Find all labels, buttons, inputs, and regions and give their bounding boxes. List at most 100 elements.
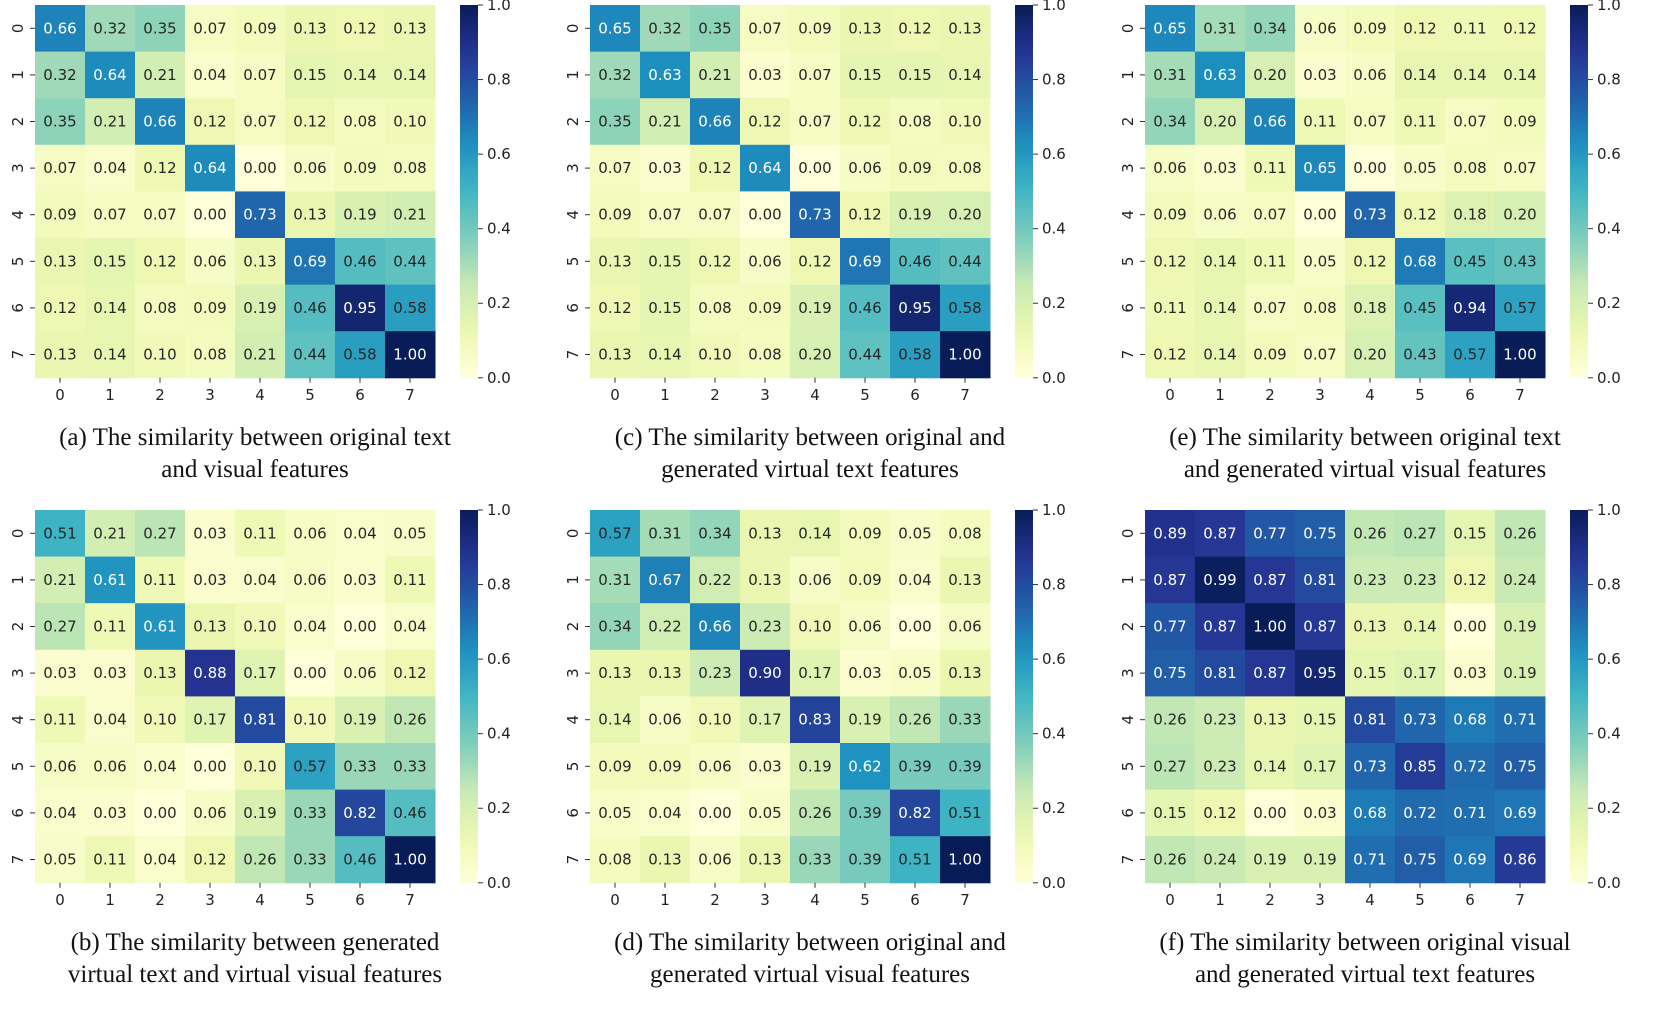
colorbar-tick-a-0: 1.0 (487, 0, 511, 14)
cell-label-f-0-3: 0.75 (1303, 524, 1336, 542)
cell-a-5-6 (335, 238, 386, 286)
y-tick-f-0: 0 (1119, 529, 1137, 539)
y-tick-a-5: 5 (9, 257, 27, 267)
cell-b-6-1 (85, 789, 136, 837)
y-tick-b-2: 2 (9, 622, 27, 632)
x-tick-f-7: 7 (1515, 891, 1525, 909)
cell-label-c-4-6: 0.19 (898, 206, 931, 224)
cell-c-0-4 (790, 5, 841, 53)
cell-label-c-4-2: 0.07 (698, 206, 731, 224)
cell-label-d-5-3: 0.03 (748, 757, 781, 775)
cell-label-c-5-2: 0.12 (698, 252, 731, 270)
cell-label-a-6-0: 0.12 (43, 299, 76, 317)
x-tick-e-6: 6 (1465, 386, 1475, 404)
y-tick-a-7: 7 (9, 350, 27, 360)
cell-b-7-0 (35, 836, 86, 884)
cell-label-e-0-6: 0.11 (1453, 19, 1486, 37)
cell-label-a-7-7: 1.00 (393, 346, 426, 364)
cell-d-4-5 (840, 696, 891, 744)
cell-a-7-7 (385, 331, 436, 379)
cell-b-0-0 (35, 510, 86, 558)
cell-label-b-6-4: 0.19 (243, 804, 276, 822)
cell-a-4-1 (85, 191, 136, 239)
cell-b-4-1 (85, 696, 136, 744)
cell-label-c-7-3: 0.08 (748, 346, 781, 364)
colorbar-tick-b-4: 0.2 (487, 799, 511, 817)
cell-c-1-7 (940, 51, 991, 99)
cell-label-f-5-7: 0.75 (1503, 757, 1536, 775)
x-tick-c-2: 2 (710, 386, 720, 404)
cell-label-e-2-3: 0.11 (1303, 113, 1336, 131)
cell-label-e-4-5: 0.12 (1403, 206, 1436, 224)
cell-f-1-4 (1345, 556, 1396, 604)
cell-label-f-0-6: 0.15 (1453, 524, 1486, 542)
colorbar-d (1015, 510, 1033, 883)
y-tick-d-5: 5 (564, 762, 582, 772)
cell-c-2-1 (640, 98, 691, 146)
cell-d-4-6 (890, 696, 941, 744)
cell-b-1-2 (135, 556, 186, 604)
cell-d-7-1 (640, 836, 691, 884)
cell-f-3-5 (1395, 649, 1446, 697)
cell-d-3-2 (690, 649, 741, 697)
cell-label-a-0-4: 0.09 (243, 19, 276, 37)
cell-c-7-1 (640, 331, 691, 379)
cell-label-a-7-4: 0.21 (243, 346, 276, 364)
cell-a-0-3 (185, 5, 236, 53)
cell-f-4-5 (1395, 696, 1446, 744)
cell-f-6-5 (1395, 789, 1446, 837)
cell-e-6-4 (1345, 284, 1396, 332)
colorbar-a (460, 5, 478, 378)
caption-a-line-1: (a) The similarity between original text (59, 424, 451, 451)
cell-label-e-4-1: 0.06 (1203, 206, 1236, 224)
cell-d-6-2 (690, 789, 741, 837)
cell-label-f-2-4: 0.13 (1353, 618, 1386, 636)
cell-label-f-7-0: 0.26 (1153, 851, 1186, 869)
cell-label-a-5-6: 0.46 (343, 252, 376, 270)
cell-f-4-1 (1195, 696, 1246, 744)
cell-label-b-2-3: 0.13 (193, 618, 226, 636)
cell-f-6-2 (1245, 789, 1296, 837)
x-tick-c-4: 4 (810, 386, 820, 404)
x-tick-a-6: 6 (355, 386, 365, 404)
cell-e-5-0 (1145, 238, 1196, 286)
x-tick-d-1: 1 (660, 891, 670, 909)
cell-e-7-5 (1395, 331, 1446, 379)
cell-d-4-4 (790, 696, 841, 744)
cell-b-1-7 (385, 556, 436, 604)
cell-d-7-7 (940, 836, 991, 884)
cell-label-d-2-0: 0.34 (598, 618, 631, 636)
cell-label-f-3-3: 0.95 (1303, 664, 1336, 682)
cell-a-2-6 (335, 98, 386, 146)
cell-e-3-3 (1295, 144, 1346, 192)
colorbar-tick-b-5: 0.0 (487, 874, 511, 892)
cell-e-6-3 (1295, 284, 1346, 332)
cell-label-d-3-2: 0.23 (698, 664, 731, 682)
cell-e-2-3 (1295, 98, 1346, 146)
cell-label-d-1-7: 0.13 (948, 571, 981, 589)
cell-label-d-1-3: 0.13 (748, 571, 781, 589)
cell-a-3-6 (335, 144, 386, 192)
cell-c-3-1 (640, 144, 691, 192)
cell-c-1-6 (890, 51, 941, 99)
x-tick-f-0: 0 (1165, 891, 1175, 909)
cell-label-b-1-4: 0.04 (243, 571, 276, 589)
cell-label-a-7-2: 0.10 (143, 346, 176, 364)
cell-d-7-5 (840, 836, 891, 884)
cell-label-c-4-3: 0.00 (748, 206, 781, 224)
cell-label-a-0-7: 0.13 (393, 19, 426, 37)
cell-c-5-6 (890, 238, 941, 286)
cell-f-3-0 (1145, 649, 1196, 697)
cell-label-a-2-1: 0.21 (93, 113, 126, 131)
cell-f-1-7 (1495, 556, 1546, 604)
colorbar-tick-a-4: 0.2 (487, 294, 511, 312)
cell-f-3-1 (1195, 649, 1246, 697)
cell-label-b-0-0: 0.51 (43, 524, 76, 542)
cell-label-d-4-7: 0.33 (948, 711, 981, 729)
cell-label-b-0-4: 0.11 (243, 524, 276, 542)
x-tick-f-1: 1 (1215, 891, 1225, 909)
cell-b-2-4 (235, 603, 286, 651)
cell-label-c-4-5: 0.12 (848, 206, 881, 224)
cell-label-f-6-1: 0.12 (1203, 804, 1236, 822)
cell-label-f-5-1: 0.23 (1203, 757, 1236, 775)
